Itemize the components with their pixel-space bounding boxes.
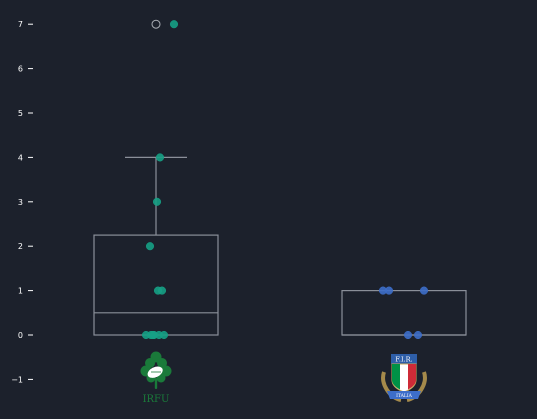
y-tick-label: 4 bbox=[18, 153, 23, 162]
data-point bbox=[419, 286, 429, 295]
box-iqr bbox=[341, 290, 467, 336]
data-point bbox=[169, 20, 179, 29]
box-group-italy bbox=[341, 286, 467, 340]
plot-area bbox=[93, 19, 467, 340]
fir-logo-text: F.I.R. bbox=[395, 356, 412, 364]
data-point bbox=[413, 330, 423, 340]
y-tick-label: 3 bbox=[18, 198, 23, 207]
fir-ribbon-text: ITALIA bbox=[396, 393, 413, 399]
y-tick-label: 6 bbox=[18, 65, 23, 74]
y-tick-label: 2 bbox=[18, 242, 23, 251]
data-point bbox=[152, 197, 162, 206]
y-tick-label: 5 bbox=[18, 109, 23, 118]
data-point bbox=[384, 286, 394, 295]
y-tick-label: −1 bbox=[11, 375, 23, 384]
data-point bbox=[155, 153, 165, 162]
irfu-logo-text: IRFU bbox=[143, 394, 170, 405]
outlier-marker bbox=[151, 19, 161, 29]
y-tick-label: 1 bbox=[18, 287, 23, 296]
irfu-shamrock-logo: IRFU bbox=[140, 351, 172, 405]
fir-italy-shield-logo: F.I.R. ITALIA bbox=[381, 354, 427, 402]
data-point bbox=[157, 286, 167, 295]
data-point bbox=[159, 330, 169, 340]
y-tick-label: 7 bbox=[18, 20, 23, 29]
data-point bbox=[403, 330, 413, 340]
y-tick-label: 0 bbox=[18, 331, 23, 340]
data-point bbox=[149, 330, 159, 340]
box-iqr bbox=[93, 234, 219, 336]
y-axis: −1 0 1 2 3 4 5 6 7 bbox=[11, 20, 33, 384]
data-point bbox=[145, 242, 155, 251]
box-group-ireland bbox=[93, 19, 219, 340]
